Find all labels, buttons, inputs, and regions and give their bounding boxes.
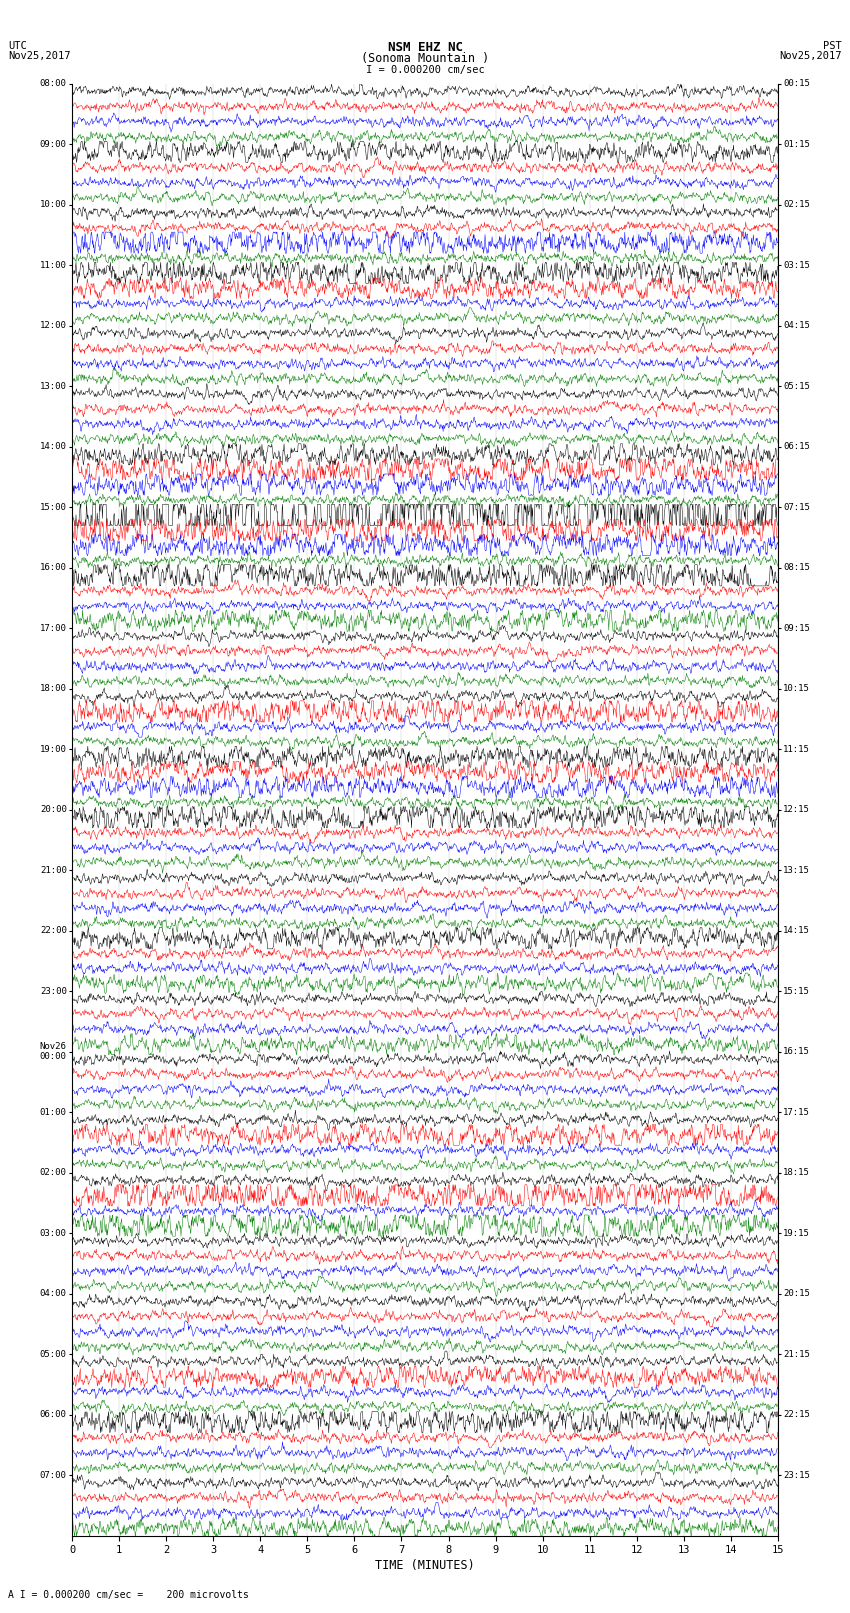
Text: A I = 0.000200 cm/sec =    200 microvolts: A I = 0.000200 cm/sec = 200 microvolts <box>8 1590 249 1600</box>
Text: NSM EHZ NC: NSM EHZ NC <box>388 40 462 55</box>
Text: Nov25,2017: Nov25,2017 <box>8 50 71 61</box>
Text: UTC: UTC <box>8 40 27 52</box>
Text: PST: PST <box>823 40 842 52</box>
Text: Nov25,2017: Nov25,2017 <box>779 50 842 61</box>
Text: I = 0.000200 cm/sec: I = 0.000200 cm/sec <box>366 65 484 74</box>
X-axis label: TIME (MINUTES): TIME (MINUTES) <box>375 1560 475 1573</box>
Text: (Sonoma Mountain ): (Sonoma Mountain ) <box>361 52 489 66</box>
